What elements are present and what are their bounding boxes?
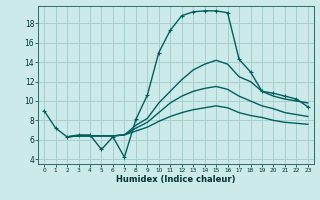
X-axis label: Humidex (Indice chaleur): Humidex (Indice chaleur)	[116, 175, 236, 184]
